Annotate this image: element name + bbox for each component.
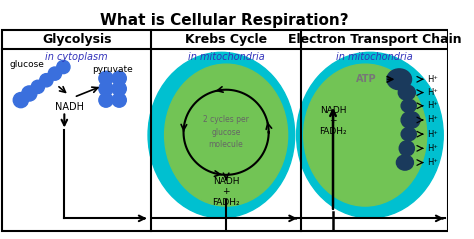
Text: ATP: ATP <box>356 74 376 84</box>
Circle shape <box>31 80 45 93</box>
Text: What is Cellular Respiration?: What is Cellular Respiration? <box>100 13 348 28</box>
Ellipse shape <box>304 64 427 206</box>
Circle shape <box>112 71 126 85</box>
Text: in mitochondria: in mitochondria <box>188 52 264 62</box>
Ellipse shape <box>396 155 413 170</box>
Circle shape <box>99 71 113 85</box>
Ellipse shape <box>401 99 416 112</box>
Text: NADH: NADH <box>55 102 84 112</box>
Text: in mitochondria: in mitochondria <box>336 52 413 62</box>
Text: in cytoplasm: in cytoplasm <box>46 52 108 62</box>
Ellipse shape <box>148 52 295 218</box>
Ellipse shape <box>387 69 411 90</box>
Circle shape <box>57 60 70 74</box>
Text: NADH
+
FADH₂: NADH + FADH₂ <box>319 106 347 136</box>
Text: glucose: glucose <box>9 60 45 69</box>
Text: H⁺: H⁺ <box>428 88 438 97</box>
Circle shape <box>112 82 126 96</box>
Circle shape <box>40 74 53 87</box>
Text: pyruvate: pyruvate <box>92 65 133 74</box>
Ellipse shape <box>399 141 414 156</box>
Circle shape <box>22 86 37 101</box>
Text: H⁺: H⁺ <box>428 75 438 84</box>
Ellipse shape <box>401 128 416 141</box>
Ellipse shape <box>297 52 443 218</box>
Text: Electron Transport Chain: Electron Transport Chain <box>288 33 462 46</box>
Text: 2 cycles per
glucose
molecule: 2 cycles per glucose molecule <box>203 115 249 149</box>
Text: H⁺: H⁺ <box>428 158 438 167</box>
Ellipse shape <box>401 111 420 129</box>
Circle shape <box>48 67 62 80</box>
Circle shape <box>112 93 126 107</box>
Circle shape <box>13 92 28 108</box>
Text: Glycolysis: Glycolysis <box>42 33 111 46</box>
Ellipse shape <box>164 64 288 206</box>
Text: H⁺: H⁺ <box>428 144 438 153</box>
Text: NADH
+
FADH₂: NADH + FADH₂ <box>212 177 240 207</box>
Circle shape <box>99 93 113 107</box>
Bar <box>2 30 448 231</box>
Ellipse shape <box>398 85 415 100</box>
Text: H⁺: H⁺ <box>428 115 438 125</box>
Text: H⁺: H⁺ <box>428 101 438 110</box>
Circle shape <box>99 82 113 96</box>
Text: Krebs Cycle: Krebs Cycle <box>185 33 267 46</box>
Text: H⁺: H⁺ <box>428 130 438 139</box>
